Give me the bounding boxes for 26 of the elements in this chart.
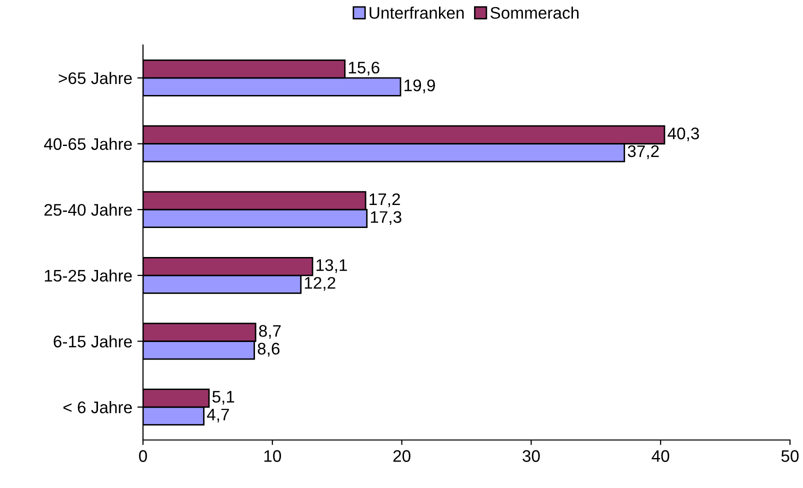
y-tick-label: 40-65 Jahre: [44, 138, 132, 150]
legend-label: Unterfranken: [370, 6, 464, 19]
data-label: 5,1: [212, 391, 234, 405]
data-label: 8,6: [258, 342, 280, 357]
data-label: 17,3: [370, 211, 402, 225]
y-tick-label: >65 Jahre: [58, 72, 132, 84]
data-label: 4,7: [206, 408, 229, 422]
data-label: 37,2: [628, 145, 659, 160]
x-tick-label: 40: [652, 450, 670, 462]
y-tick-label: 15-25 Jahre: [44, 269, 132, 282]
data-label: 12,2: [304, 276, 336, 291]
data-label: 40,3: [668, 128, 699, 142]
data-label: 17,2: [370, 193, 400, 208]
legend-label: Sommerach: [490, 6, 579, 19]
data-label: 19,9: [404, 79, 435, 94]
y-tick-label: 25-40 Jahre: [44, 204, 132, 216]
y-tick-label: 6-15 Jahre: [54, 335, 132, 348]
x-tick-label: 0: [139, 450, 147, 462]
x-tick-label: 50: [781, 450, 799, 462]
data-label: 13,1: [316, 259, 347, 273]
data-label: 8,7: [259, 325, 281, 339]
y-tick-label: < 6 Jahre: [63, 401, 132, 414]
x-tick-label: 30: [522, 450, 540, 462]
data-label: 15,6: [348, 62, 380, 76]
x-tick-label: 10: [264, 450, 282, 462]
x-tick-label: 20: [393, 450, 410, 462]
